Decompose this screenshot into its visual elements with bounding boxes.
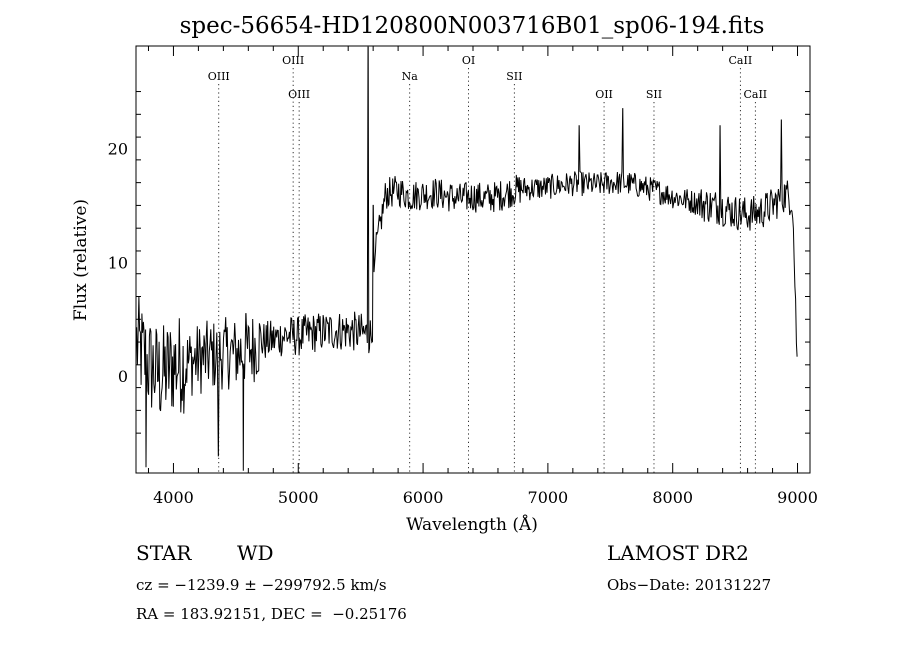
redshift-cz: cz = −1239.9 ± −299792.5 km/s	[136, 576, 387, 594]
plot-frame	[135, 45, 811, 474]
object-type: STAR	[136, 541, 192, 565]
y-tick-label: 10	[108, 253, 128, 272]
line-marker-label-caii: CaII	[743, 88, 767, 101]
y-axis-label: Flux (relative)	[71, 199, 91, 321]
y-tick-label: 0	[118, 367, 128, 386]
x-tick-label: 5000	[278, 488, 319, 507]
line-marker-label-oi: OI	[462, 54, 475, 67]
line-marker-label-oiii: OIII	[208, 70, 230, 83]
line-marker-label-na: Na	[402, 70, 419, 83]
x-tick-label: 8000	[652, 488, 693, 507]
line-marker-label-sii: SII	[646, 88, 662, 101]
x-axis-label: Wavelength (Å)	[406, 514, 538, 535]
coordinates: RA = 183.92151, DEC = −0.25176	[136, 605, 407, 623]
axis-ticks: 4000 5000 6000 7000 8000 9000 0 10 20	[108, 46, 818, 507]
x-tick-label: 4000	[153, 488, 194, 507]
line-marker-label-caii: CaII	[729, 54, 753, 67]
line-markers: OIII OIII OIII Na OI SII OII SII CaII CaII	[208, 54, 767, 473]
survey-name: LAMOST DR2	[607, 541, 749, 565]
x-tick-label: 6000	[403, 488, 444, 507]
line-marker-label-oiii: OIII	[282, 54, 304, 67]
line-marker-label-sii: SII	[506, 70, 522, 83]
y-tick-label: 20	[108, 139, 128, 158]
line-marker-label-oii: OII	[595, 88, 613, 101]
spectrum-line	[136, 46, 798, 471]
x-tick-label: 7000	[528, 488, 569, 507]
line-marker-label-oiii: OIII	[288, 88, 310, 101]
observation-date: Obs−Date: 20131227	[607, 576, 772, 594]
x-tick-label: 9000	[777, 488, 818, 507]
object-subclass: WD	[237, 541, 274, 565]
chart-title: spec-56654-HD120800N003716B01_sp06-194.f…	[180, 13, 765, 39]
spectrum-series	[136, 46, 798, 471]
